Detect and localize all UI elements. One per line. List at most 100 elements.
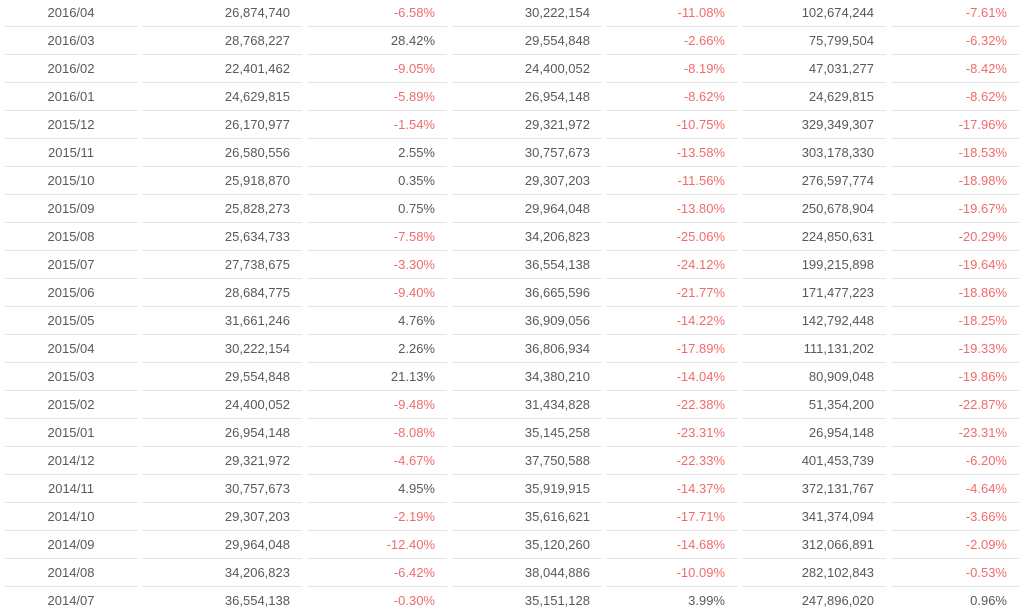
percent-cell-1: -7.58% (307, 223, 447, 251)
table-row: 2014/08 34,206,823 -6.42% 38,044,886 -10… (5, 559, 1019, 587)
value-cell-1: 27,738,675 (142, 251, 302, 279)
stats-table-body: 2016/04 26,874,740 -6.58% 30,222,154 -11… (5, 0, 1019, 614)
percent-cell-3: -4.64% (891, 475, 1019, 503)
value-cell-1: 29,321,972 (142, 447, 302, 475)
value-cell-2: 36,665,596 (452, 279, 602, 307)
table-row: 2016/03 28,768,227 28.42% 29,554,848 -2.… (5, 27, 1019, 55)
percent-cell-1: 28.42% (307, 27, 447, 55)
value-cell-2: 36,909,056 (452, 307, 602, 335)
value-cell-2: 26,954,148 (452, 83, 602, 111)
table-row: 2015/07 27,738,675 -3.30% 36,554,138 -24… (5, 251, 1019, 279)
percent-cell-1: -6.58% (307, 0, 447, 27)
month-cell: 2016/01 (5, 83, 137, 111)
percent-cell-2: -10.75% (607, 111, 737, 139)
percent-cell-2: -11.08% (607, 0, 737, 27)
percent-cell-3: -18.53% (891, 139, 1019, 167)
month-cell: 2014/07 (5, 587, 137, 614)
value-cell-2: 35,145,258 (452, 419, 602, 447)
value-cell-1: 24,629,815 (142, 83, 302, 111)
value-cell-2: 29,307,203 (452, 167, 602, 195)
table-row: 2015/08 25,634,733 -7.58% 34,206,823 -25… (5, 223, 1019, 251)
value-cell-3: 142,792,448 (742, 307, 886, 335)
value-cell-1: 22,401,462 (142, 55, 302, 83)
percent-cell-3: -6.32% (891, 27, 1019, 55)
value-cell-2: 35,151,128 (452, 587, 602, 614)
value-cell-3: 24,629,815 (742, 83, 886, 111)
value-cell-2: 31,434,828 (452, 391, 602, 419)
value-cell-2: 24,400,052 (452, 55, 602, 83)
value-cell-2: 38,044,886 (452, 559, 602, 587)
month-cell: 2015/09 (5, 195, 137, 223)
month-cell: 2014/11 (5, 475, 137, 503)
percent-cell-1: 0.35% (307, 167, 447, 195)
value-cell-2: 29,321,972 (452, 111, 602, 139)
value-cell-3: 329,349,307 (742, 111, 886, 139)
value-cell-3: 341,374,094 (742, 503, 886, 531)
month-cell: 2016/03 (5, 27, 137, 55)
value-cell-2: 30,757,673 (452, 139, 602, 167)
percent-cell-2: -14.22% (607, 307, 737, 335)
percent-cell-1: -0.30% (307, 587, 447, 614)
table-row: 2014/12 29,321,972 -4.67% 37,750,588 -22… (5, 447, 1019, 475)
percent-cell-3: -2.09% (891, 531, 1019, 559)
percent-cell-3: -19.67% (891, 195, 1019, 223)
month-cell: 2015/03 (5, 363, 137, 391)
value-cell-2: 29,964,048 (452, 195, 602, 223)
value-cell-3: 171,477,223 (742, 279, 886, 307)
percent-cell-3: -19.33% (891, 335, 1019, 363)
value-cell-2: 36,806,934 (452, 335, 602, 363)
value-cell-1: 30,757,673 (142, 475, 302, 503)
percent-cell-2: 3.99% (607, 587, 737, 614)
percent-cell-3: -3.66% (891, 503, 1019, 531)
percent-cell-2: -8.62% (607, 83, 737, 111)
value-cell-2: 29,554,848 (452, 27, 602, 55)
value-cell-3: 247,896,020 (742, 587, 886, 614)
percent-cell-3: -19.64% (891, 251, 1019, 279)
value-cell-3: 102,674,244 (742, 0, 886, 27)
table-row: 2016/01 24,629,815 -5.89% 26,954,148 -8.… (5, 83, 1019, 111)
month-cell: 2014/10 (5, 503, 137, 531)
value-cell-3: 75,799,504 (742, 27, 886, 55)
percent-cell-3: -20.29% (891, 223, 1019, 251)
percent-cell-2: -14.37% (607, 475, 737, 503)
value-cell-1: 29,964,048 (142, 531, 302, 559)
percent-cell-2: -10.09% (607, 559, 737, 587)
percent-cell-1: -8.08% (307, 419, 447, 447)
table-row: 2014/11 30,757,673 4.95% 35,919,915 -14.… (5, 475, 1019, 503)
value-cell-2: 35,616,621 (452, 503, 602, 531)
percent-cell-3: -17.96% (891, 111, 1019, 139)
value-cell-1: 26,874,740 (142, 0, 302, 27)
value-cell-2: 35,120,260 (452, 531, 602, 559)
value-cell-2: 35,919,915 (452, 475, 602, 503)
percent-cell-2: -17.71% (607, 503, 737, 531)
percent-cell-3: -18.98% (891, 167, 1019, 195)
value-cell-3: 224,850,631 (742, 223, 886, 251)
month-cell: 2014/12 (5, 447, 137, 475)
percent-cell-2: -14.04% (607, 363, 737, 391)
percent-cell-2: -22.33% (607, 447, 737, 475)
month-cell: 2016/02 (5, 55, 137, 83)
percent-cell-3: -19.86% (891, 363, 1019, 391)
percent-cell-2: -17.89% (607, 335, 737, 363)
value-cell-1: 30,222,154 (142, 335, 302, 363)
table-row: 2015/01 26,954,148 -8.08% 35,145,258 -23… (5, 419, 1019, 447)
month-cell: 2015/12 (5, 111, 137, 139)
percent-cell-1: 0.75% (307, 195, 447, 223)
value-cell-1: 31,661,246 (142, 307, 302, 335)
percent-cell-2: -25.06% (607, 223, 737, 251)
value-cell-1: 24,400,052 (142, 391, 302, 419)
table-row: 2015/11 26,580,556 2.55% 30,757,673 -13.… (5, 139, 1019, 167)
table-row: 2016/02 22,401,462 -9.05% 24,400,052 -8.… (5, 55, 1019, 83)
value-cell-1: 26,170,977 (142, 111, 302, 139)
percent-cell-1: -2.19% (307, 503, 447, 531)
month-cell: 2015/07 (5, 251, 137, 279)
table-row: 2015/10 25,918,870 0.35% 29,307,203 -11.… (5, 167, 1019, 195)
month-cell: 2015/08 (5, 223, 137, 251)
percent-cell-3: -23.31% (891, 419, 1019, 447)
percent-cell-1: 4.95% (307, 475, 447, 503)
value-cell-2: 37,750,588 (452, 447, 602, 475)
percent-cell-3: -18.86% (891, 279, 1019, 307)
month-cell: 2015/05 (5, 307, 137, 335)
